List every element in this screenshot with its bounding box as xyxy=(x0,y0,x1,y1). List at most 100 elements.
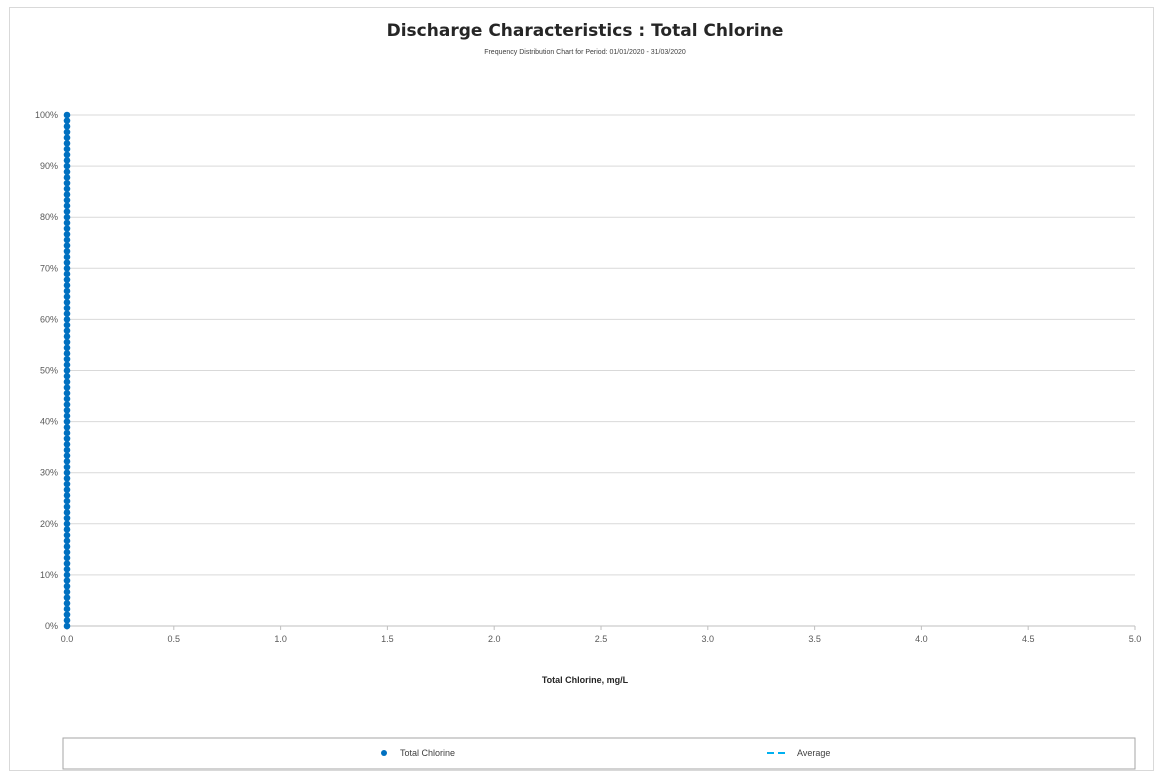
data-point xyxy=(63,247,71,255)
data-point xyxy=(63,514,71,522)
data-point xyxy=(63,293,71,300)
data-point xyxy=(63,276,71,283)
data-point xyxy=(63,310,71,318)
data-point xyxy=(63,560,71,567)
data-point xyxy=(63,299,71,306)
data-point xyxy=(63,389,71,397)
data-point xyxy=(63,435,71,442)
data-point xyxy=(63,327,71,335)
data-point xyxy=(63,423,71,431)
data-point xyxy=(63,230,71,238)
data-point xyxy=(63,497,71,505)
y-axis-tick-labels: 0% 10% 20% 30% 40% 50% 60% 70% 80% 90% 100% xyxy=(35,110,58,631)
data-point xyxy=(63,577,71,584)
x-tick-label: 3.0 xyxy=(702,634,715,644)
data-point xyxy=(63,236,71,244)
data-point xyxy=(63,565,71,573)
y-tick-label: 50% xyxy=(40,366,58,376)
data-point xyxy=(63,531,71,539)
series-total-chlorine xyxy=(63,111,71,630)
x-axis-tick-labels: 0.0 0.5 1.0 1.5 2.0 2.5 3.0 3.5 4.0 4.5 5.0 xyxy=(61,626,1142,644)
x-tick-label: 4.0 xyxy=(915,634,928,644)
data-point xyxy=(63,367,71,374)
x-tick-label: 0.0 xyxy=(61,634,74,644)
data-point xyxy=(63,304,71,312)
data-point xyxy=(63,208,71,215)
data-point xyxy=(63,418,71,425)
data-point xyxy=(63,458,71,465)
data-point xyxy=(63,480,71,488)
data-point xyxy=(63,617,71,624)
data-point xyxy=(63,253,71,261)
data-point xyxy=(63,372,71,380)
data-point xyxy=(63,168,71,176)
data-point xyxy=(63,548,71,556)
data-point xyxy=(63,526,71,533)
data-point xyxy=(63,554,71,562)
data-point xyxy=(63,406,71,414)
data-point xyxy=(63,503,71,511)
data-point xyxy=(63,384,71,391)
data-point xyxy=(63,446,71,454)
data-point xyxy=(63,605,71,613)
legend-item-total-chlorine: Total Chlorine xyxy=(381,748,455,758)
data-point xyxy=(63,492,71,499)
data-point xyxy=(63,123,71,130)
chart-frame xyxy=(9,7,1154,771)
x-tick-label: 1.5 xyxy=(381,634,394,644)
data-point xyxy=(63,185,71,193)
legend-label-average: Average xyxy=(797,748,830,758)
x-tick-label: 2.0 xyxy=(488,634,501,644)
gridlines xyxy=(67,114,1135,627)
data-point xyxy=(63,287,71,295)
data-point xyxy=(63,242,71,249)
x-tick-label: 1.0 xyxy=(274,634,287,644)
data-point xyxy=(63,463,71,471)
y-tick-label: 30% xyxy=(40,468,58,478)
data-point xyxy=(63,594,71,601)
data-point xyxy=(63,520,71,528)
data-point xyxy=(63,355,71,363)
y-tick-label: 20% xyxy=(40,519,58,529)
data-point xyxy=(63,344,71,352)
data-point xyxy=(63,543,71,550)
data-point xyxy=(63,140,71,147)
data-point xyxy=(63,191,71,198)
chart-title: Discharge Characteristics : Total Chlori… xyxy=(387,21,784,41)
data-point xyxy=(63,412,71,420)
data-point xyxy=(63,333,71,340)
data-point xyxy=(63,179,71,187)
data-point xyxy=(63,486,71,494)
x-axis-title: Total Chlorine, mg/L xyxy=(542,675,629,685)
data-point xyxy=(63,270,71,278)
data-point xyxy=(63,157,71,164)
data-point xyxy=(63,401,71,408)
data-point xyxy=(63,537,71,545)
data-point xyxy=(63,117,71,124)
data-point xyxy=(63,395,71,403)
data-point xyxy=(63,469,71,477)
y-tick-label: 80% xyxy=(40,212,58,222)
data-point xyxy=(63,611,71,618)
y-tick-label: 60% xyxy=(40,314,58,324)
x-tick-label: 4.5 xyxy=(1022,634,1035,644)
data-point xyxy=(63,174,71,181)
data-point xyxy=(63,361,71,369)
data-point xyxy=(63,582,71,590)
data-point xyxy=(63,219,71,227)
data-point xyxy=(63,128,71,136)
data-point xyxy=(63,162,71,170)
data-point xyxy=(63,111,71,119)
data-point xyxy=(63,321,71,329)
data-point xyxy=(63,213,71,221)
data-point xyxy=(63,282,71,289)
legend-marker-total-chlorine xyxy=(381,750,387,756)
data-point xyxy=(63,378,71,386)
data-point xyxy=(63,134,71,142)
x-tick-label: 5.0 xyxy=(1129,634,1142,644)
legend-item-average: Average xyxy=(767,748,830,758)
x-tick-label: 2.5 xyxy=(595,634,608,644)
data-point xyxy=(63,350,71,357)
data-point xyxy=(63,259,71,266)
